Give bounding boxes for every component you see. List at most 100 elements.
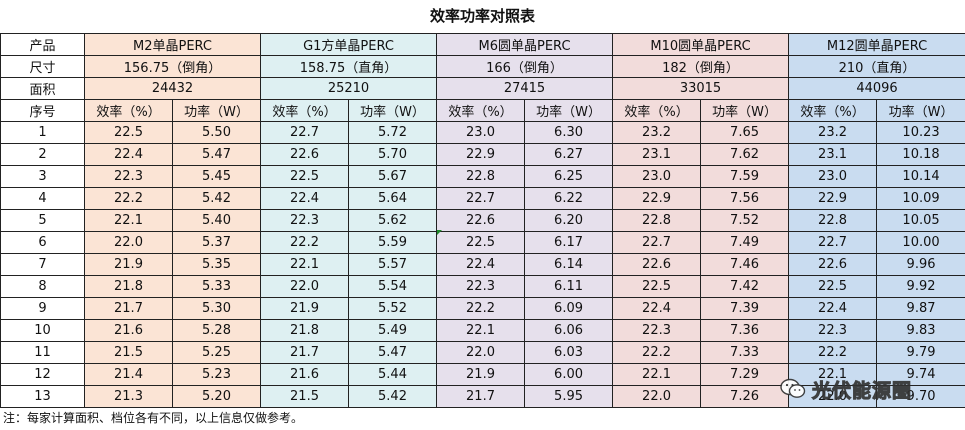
- power-cell: 5.59: [348, 231, 438, 254]
- power-cell: 7.33: [700, 341, 790, 364]
- power-cell: 5.40: [171, 209, 262, 232]
- power-cell: 7.52: [700, 209, 790, 232]
- row-index: 10: [0, 319, 85, 342]
- power-cell: 10.14: [876, 165, 965, 188]
- power-cell: 9.92: [876, 275, 965, 298]
- power-cell: 5.52: [348, 297, 438, 320]
- efficiency-cell: 22.2: [84, 187, 173, 210]
- row-index: 5: [0, 209, 85, 232]
- efficiency-cell: 22.0: [788, 385, 878, 408]
- row-index: 11: [0, 341, 85, 364]
- area-label: 面积: [0, 77, 85, 100]
- power-header: 功率（W）: [524, 99, 614, 122]
- wechat-icon: [780, 378, 806, 398]
- power-cell: 10.23: [876, 121, 965, 144]
- efficiency-cell: 22.6: [436, 209, 526, 232]
- power-cell: 5.44: [348, 363, 438, 386]
- size-row: 尺寸 156.75（倒角） 158.75（直角） 166（倒角） 182（倒角）…: [0, 55, 965, 78]
- power-cell: 7.42: [700, 275, 790, 298]
- table-row: 12 21.4 5.23 21.6 5.44 21.9 6.00 22.1 7.29 22.1 9.…: [0, 363, 965, 386]
- efficiency-cell: 21.7: [260, 341, 350, 364]
- row-index: 12: [0, 363, 85, 386]
- efficiency-cell: 22.3: [436, 275, 526, 298]
- efficiency-cell: 22.8: [788, 209, 878, 232]
- power-cell: 5.54: [348, 275, 438, 298]
- efficiency-power-table: 产品 M2单晶PERC G1方单晶PERC M6圆单晶PERC M10圆单晶PE…: [0, 33, 965, 408]
- power-cell: 7.49: [700, 231, 790, 254]
- efficiency-cell: 22.3: [612, 319, 702, 342]
- row-index: 3: [0, 165, 85, 188]
- efficiency-cell: 22.0: [84, 231, 173, 254]
- efficiency-cell: 23.0: [788, 165, 878, 188]
- efficiency-cell: 23.2: [612, 121, 702, 144]
- efficiency-cell: 22.7: [612, 231, 702, 254]
- size-label: 尺寸: [0, 55, 85, 78]
- power-cell: 5.20: [171, 385, 262, 408]
- power-cell: 6.11: [524, 275, 614, 298]
- product-area: 33015: [612, 77, 790, 100]
- power-cell: 7.62: [700, 143, 790, 166]
- efficiency-cell: 22.1: [612, 363, 702, 386]
- table-row: 13 21.3 5.20 21.5 5.42 21.7 5.95 22.0 7.26 22.0 9.…: [0, 385, 965, 408]
- efficiency-cell: 22.5: [260, 165, 350, 188]
- product-area: 24432: [83, 77, 262, 100]
- efficiency-header: 效率（%）: [612, 99, 702, 122]
- product-area: 25210: [260, 77, 438, 100]
- power-cell: 9.83: [876, 319, 965, 342]
- power-header: 功率（W）: [171, 99, 262, 122]
- power-cell: 5.72: [348, 121, 438, 144]
- power-cell: 5.64: [348, 187, 438, 210]
- power-cell: 7.36: [700, 319, 790, 342]
- table-row: 1 22.5 5.50 22.7 5.72 23.0 6.30 23.2 7.65 23.2 10.…: [0, 121, 965, 144]
- efficiency-cell: 22.0: [612, 385, 702, 408]
- efficiency-cell: 22.7: [788, 231, 878, 254]
- power-cell: 9.70: [876, 385, 965, 408]
- product-name: M2单晶PERC: [83, 33, 262, 56]
- row-index: 1: [0, 121, 85, 144]
- efficiency-cell: 22.4: [612, 297, 702, 320]
- power-cell: 5.57: [348, 253, 438, 276]
- efficiency-cell: 22.2: [260, 231, 350, 254]
- product-name: M12圆单晶PERC: [788, 33, 965, 56]
- table-title: 效率功率对照表: [429, 7, 535, 25]
- power-cell: 10.05: [876, 209, 965, 232]
- power-cell: 9.96: [876, 253, 965, 276]
- efficiency-cell: 21.9: [84, 253, 173, 276]
- efficiency-cell: 22.4: [84, 143, 173, 166]
- power-cell: 5.62: [348, 209, 438, 232]
- power-cell: 6.30: [524, 121, 614, 144]
- power-cell: 6.09: [524, 297, 614, 320]
- power-cell: 5.42: [171, 187, 262, 210]
- power-cell: 6.14: [524, 253, 614, 276]
- efficiency-cell: 22.9: [612, 187, 702, 210]
- table-row: 6 22.0 5.37 22.2 5.59 22.5 6.17 22.7 7.49 22.7 10.…: [0, 231, 965, 254]
- power-cell: 5.35: [171, 253, 262, 276]
- column-header-row: 序号 效率（%） 功率（W） 效率（%） 功率（W） 效率（%） 功率（W） 效…: [0, 99, 965, 122]
- product-name: G1方单晶PERC: [260, 33, 438, 56]
- efficiency-cell: 22.5: [612, 275, 702, 298]
- efficiency-cell: 21.4: [84, 363, 173, 386]
- table-row: 11 21.5 5.25 21.7 5.47 22.0 6.03 22.2 7.33 22.2 9.…: [0, 341, 965, 364]
- efficiency-cell: 22.0: [260, 275, 350, 298]
- power-cell: 5.25: [171, 341, 262, 364]
- efficiency-cell: 22.4: [436, 253, 526, 276]
- power-cell: 5.28: [171, 319, 262, 342]
- row-index: 6: [0, 231, 85, 254]
- row-index: 4: [0, 187, 85, 210]
- efficiency-cell: 21.9: [260, 297, 350, 320]
- efficiency-cell: 21.6: [84, 319, 173, 342]
- index-label: 序号: [0, 99, 85, 122]
- footnote: 注：每家计算面积、档位各有不同，以上信息仅做参考。: [3, 411, 304, 425]
- row-index: 8: [0, 275, 85, 298]
- efficiency-cell: 21.8: [84, 275, 173, 298]
- efficiency-cell: 23.1: [788, 143, 878, 166]
- efficiency-cell: 21.3: [84, 385, 173, 408]
- power-cell: 6.06: [524, 319, 614, 342]
- efficiency-cell: 22.9: [436, 143, 526, 166]
- watermark: 光伏能源圈: [780, 375, 940, 403]
- power-cell: 7.65: [700, 121, 790, 144]
- power-header: 功率（W）: [700, 99, 790, 122]
- efficiency-cell: 22.1: [84, 209, 173, 232]
- efficiency-cell: 21.8: [260, 319, 350, 342]
- efficiency-cell: 22.4: [788, 297, 878, 320]
